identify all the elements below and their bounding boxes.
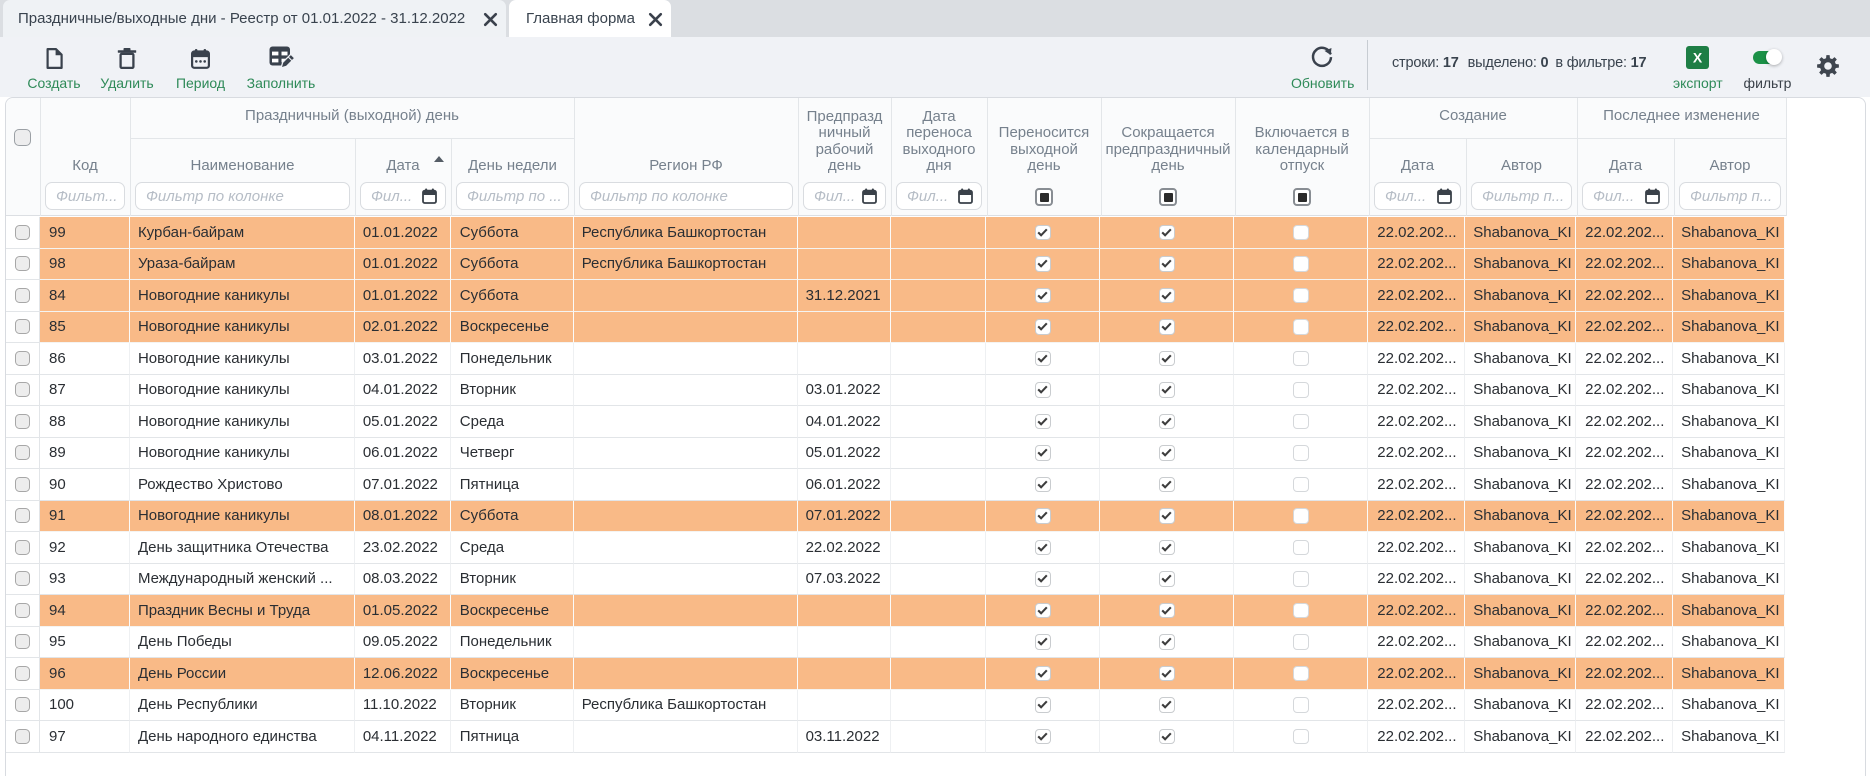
svg-text:X: X bbox=[1692, 50, 1702, 66]
